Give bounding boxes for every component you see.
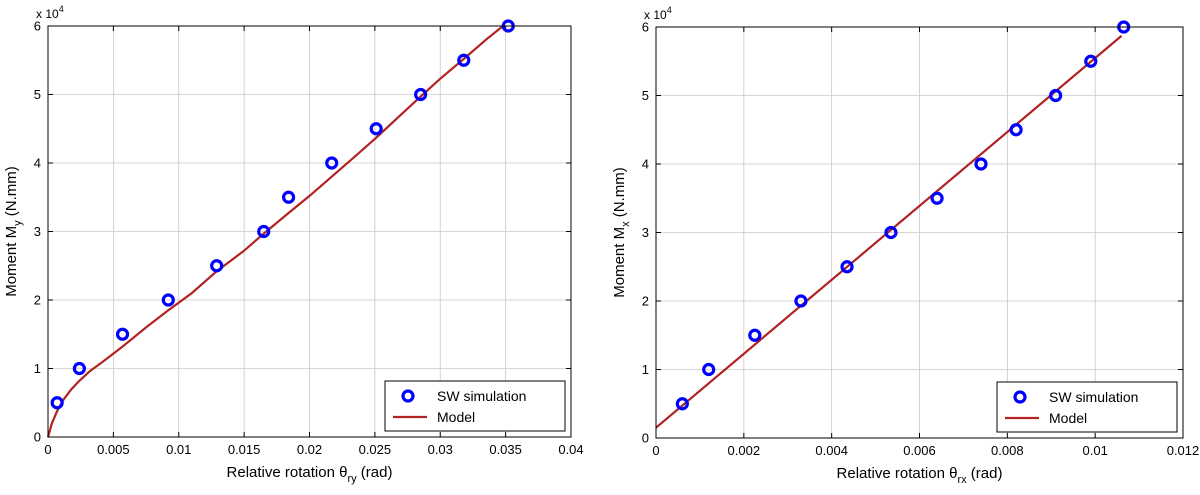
y-tick-label: 0 [642,431,649,446]
legend-marker-sw [401,389,415,403]
chart-right-moment-x: 0 0.002 0.004 0.006 0.008 0.01 0.012 0 1 2 3 4 5 6x 1… [611,5,1199,486]
sw-simulation-point [325,156,339,170]
model-line [46,25,504,438]
x-tick-label: 0.01 [166,442,191,457]
sw-simulation-point [1049,88,1063,103]
sw-simulation-point [974,157,988,171]
x-tick-label: 0.004 [815,443,848,458]
y-axis-label-unit: (N.mm) [3,166,20,220]
sw-simulation-point [748,328,762,342]
y-tick-label: 6 [642,20,649,35]
sw-simulation-point [1084,54,1098,68]
sw-simulation-point [257,224,271,239]
y-tick-label: 2 [34,293,41,308]
legend-box [384,380,566,432]
y-axis-label: Moment My (N.mm) [3,166,24,297]
sw-simulation-point [884,225,898,240]
legend-marker-sw [1013,390,1027,404]
y-tick-label: 4 [642,157,649,172]
legend-label-sw: SW simulation [437,388,526,404]
x-tick-label: 0.02 [297,442,322,457]
sw-simulation-point [794,294,808,308]
axes-frame [655,26,1184,439]
y-tick-label: 4 [34,156,41,171]
y-axis-label-sub: y [12,220,24,226]
y-axis-label-unit: (N.mm) [611,167,628,221]
x-tick-label: 0.012 [1167,443,1200,458]
x-tick-label: 0.04 [558,442,583,457]
sw-simulation-point [414,87,428,102]
sw-simulation-point [930,191,944,205]
sw-simulation-point [675,397,689,411]
x-axis-label-symbol: θ [339,464,347,481]
y-tick-label: 1 [642,362,649,377]
y-tick-label: 1 [34,361,41,376]
x-axis-label-symbol: θ [949,465,957,482]
y-multiplier: x 104 [644,5,672,22]
y-tick-label: 2 [642,294,649,309]
sw-simulation-point [161,293,175,307]
y-multiplier-exponent: 4 [59,4,64,14]
x-axis-label: Relative rotation θry (rad) [227,464,393,485]
x-tick-label: 0.03 [428,442,453,457]
sw-simulation-point [840,260,854,274]
x-tick-label: 0 [652,443,659,458]
legend-label-model: Model [437,409,475,425]
y-tick-label: 5 [34,87,41,102]
y-tick-label: 0 [34,430,41,445]
x-axis-label-unit: (rad) [967,465,1003,482]
sw-simulation-point [1009,123,1023,137]
x-tick-label: 0.01 [1083,443,1108,458]
y-multiplier: x 104 [36,4,64,21]
legend-label-sw: SW simulation [1049,389,1138,405]
x-tick-label: 0.006 [903,443,936,458]
y-tick-label: 3 [34,224,41,239]
y-axis-label-sub: x [620,221,632,227]
x-axis-label-main: Relative rotation [227,464,340,481]
y-axis-label-main: Moment M [3,226,20,297]
model-line [655,35,1123,429]
x-tick-label: 0.008 [991,443,1024,458]
y-tick-label: 5 [642,88,649,103]
sw-simulation-point [281,190,296,204]
x-axis-label: Relative rotation θrx (rad) [837,465,1003,486]
y-axis-label: Moment Mx (N.mm) [611,167,632,298]
x-tick-label: 0.035 [489,442,522,457]
y-axis-label-main: Moment M [611,227,628,298]
x-tick-label: 0 [44,442,51,457]
axes-frame [47,25,572,438]
x-axis-label-sub: ry [347,473,357,485]
sw-simulation-point [369,122,383,136]
x-tick-label: 0.005 [97,442,130,457]
x-tick-label: 0.025 [359,442,392,457]
chart-left-moment-y: 0 0.005 0.01 0.015 0.02 0.025 0.03 0.035 0.04 0 1 2… [3,4,584,485]
sw-simulation-point [72,361,86,376]
sw-simulation-point [702,362,716,377]
sw-simulation-point [210,259,224,273]
y-tick-label: 6 [34,19,41,34]
y-tick-label: 3 [642,225,649,240]
legend-box [996,381,1178,433]
sw-simulation-point [457,53,471,67]
x-axis-label-unit: (rad) [357,464,393,481]
y-multiplier-base: x 10 [36,7,59,21]
legend-label-model: Model [1049,410,1087,426]
x-tick-label: 0.002 [728,443,761,458]
x-axis-label-main: Relative rotation [837,465,950,482]
sw-simulation-point [115,327,130,341]
x-tick-label: 0.015 [228,442,261,457]
x-axis-label-sub: rx [957,474,967,486]
y-multiplier-base: x 10 [644,8,667,22]
sw-simulation-point [50,396,64,410]
y-multiplier-exponent: 4 [667,5,672,15]
